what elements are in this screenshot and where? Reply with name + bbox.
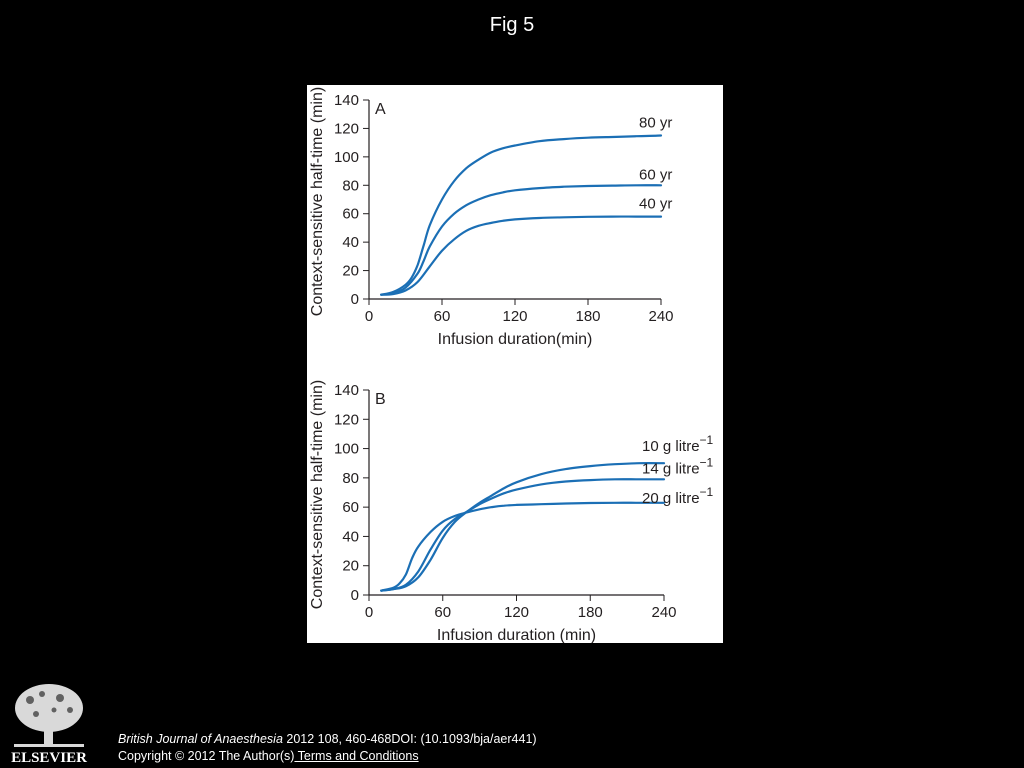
series-label-b-0: 10 g litre−1 — [642, 433, 714, 455]
copyright-text: Copyright © 2012 The Author(s) — [118, 749, 295, 763]
x-tick-label-a: 240 — [648, 308, 673, 325]
series-line-b-0 — [380, 462, 666, 592]
x-tick-label-b: 120 — [504, 604, 529, 621]
series-label-b-2: 20 g litre−1 — [642, 485, 714, 507]
y-tick-label-b: 120 — [334, 411, 359, 428]
series-label-a-0: 80 yr — [639, 115, 672, 132]
x-tick-label-a: 0 — [365, 308, 373, 325]
y-tick-label-b: 40 — [342, 528, 359, 545]
citation-details: 2012 108, 460-468DOI: (10.1093/bja/aer44… — [282, 732, 537, 746]
y-tick-label-a: 60 — [342, 206, 359, 223]
series-label-a-2: 40 yr — [639, 196, 672, 213]
y-tick-label-b: 100 — [334, 441, 359, 458]
x-tick-label-b: 0 — [365, 604, 373, 621]
x-axis-title-a: Infusion duration(min) — [438, 331, 593, 348]
publisher-logo-text: ELSEVIER — [11, 750, 87, 766]
series-line-b-1 — [380, 478, 666, 592]
y-tick-label-a: 80 — [342, 177, 359, 194]
tree-icon — [14, 684, 84, 747]
citation-line: British Journal of Anaesthesia 2012 108,… — [118, 731, 537, 748]
y-tick-label-b: 0 — [351, 587, 359, 604]
series-line-a-0 — [380, 134, 663, 296]
x-tick-label-a: 60 — [434, 308, 451, 325]
x-tick-label-b: 180 — [578, 604, 603, 621]
panel-label-a: A — [375, 101, 386, 118]
x-axis-title-b: Infusion duration (min) — [437, 627, 596, 643]
y-tick-label-b: 20 — [342, 558, 359, 575]
series-line-a-2 — [380, 215, 663, 296]
y-tick-label-a: 120 — [334, 120, 359, 137]
y-tick-label-a: 40 — [342, 234, 359, 251]
y-tick-label-a: 100 — [334, 149, 359, 166]
x-tick-label-a: 180 — [575, 308, 600, 325]
citation-block: British Journal of Anaesthesia 2012 108,… — [118, 731, 537, 765]
y-tick-label-b: 140 — [334, 382, 359, 399]
x-tick-label-b: 240 — [651, 604, 676, 621]
copyright-line: Copyright © 2012 The Author(s) Terms and… — [118, 748, 537, 765]
journal-name: British Journal of Anaesthesia — [118, 732, 283, 746]
slide-title: Fig 5 — [489, 14, 535, 36]
terms-link[interactable]: Terms and Conditions — [294, 749, 419, 763]
y-tick-label-a: 20 — [342, 263, 359, 280]
y-tick-label-a: 140 — [334, 92, 359, 109]
y-axis-title-b: Context-sensitive half-time (min) — [309, 380, 326, 609]
elsevier-logo: ELSEVIER — [11, 684, 87, 766]
series-line-b-2 — [380, 501, 666, 592]
x-tick-label-b: 60 — [434, 604, 451, 621]
panel-label-b: B — [375, 391, 386, 408]
series-label-a-1: 60 yr — [639, 166, 672, 183]
figure-panel: 0 20 40 60 80 100 120 140 0 60 120 180 240 Infusion d… — [307, 85, 723, 643]
series-line-a-1 — [380, 184, 663, 296]
figure-svg: 0 20 40 60 80 100 120 140 0 60 120 180 240 Infusion d… — [309, 87, 714, 643]
y-tick-label-b: 60 — [342, 499, 359, 516]
y-axis-title-a: Context-sensitive half-time (min) — [309, 87, 326, 316]
y-tick-label-a: 0 — [351, 291, 359, 308]
x-tick-label-a: 120 — [502, 308, 527, 325]
series-label-b-1: 14 g litre−1 — [642, 455, 714, 477]
y-tick-label-b: 80 — [342, 470, 359, 487]
